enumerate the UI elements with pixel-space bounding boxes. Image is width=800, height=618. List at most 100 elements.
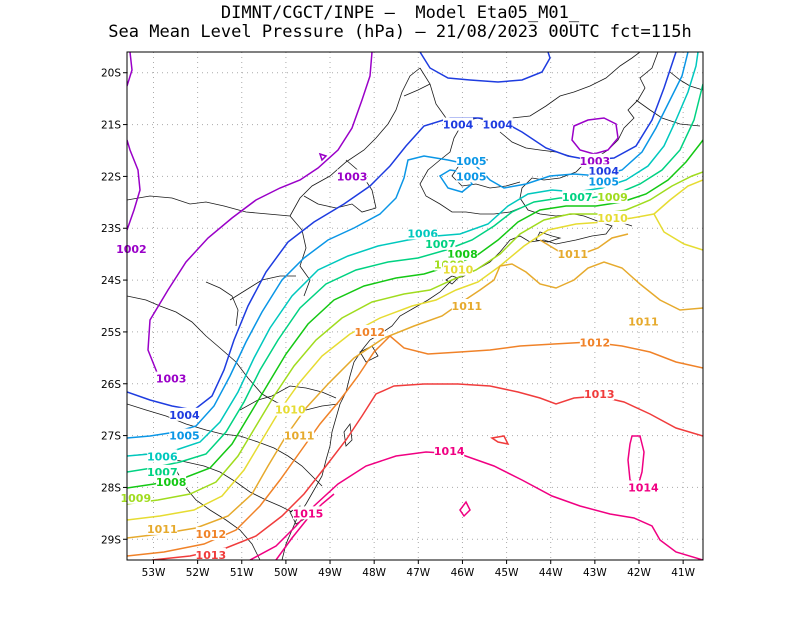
contour-label-bg	[588, 164, 619, 178]
lon-tick-label: 42W	[627, 567, 651, 579]
lon-tick-label: 45W	[495, 567, 519, 579]
lat-tick-label: 21S	[101, 120, 121, 132]
contour-label-text: 1008	[156, 476, 187, 489]
contour-label-bg	[628, 480, 659, 494]
isobar-1011	[127, 261, 703, 539]
contour-label-text: 1012	[354, 326, 385, 339]
contour-label-text: 1012	[580, 336, 611, 349]
lat-tick-label: 25S	[101, 327, 121, 339]
isobar-1010	[127, 213, 703, 521]
contour-label-bg	[195, 527, 226, 541]
contour-label-1010: 1010	[443, 262, 474, 277]
contour-label-1010: 1010	[597, 210, 628, 225]
grid-lines	[127, 52, 703, 560]
contour-label-text: 1009	[597, 191, 628, 204]
contour-label-bg	[425, 236, 456, 250]
contour-label-text: 1012	[196, 528, 227, 541]
contour-label-bg	[169, 428, 200, 442]
contour-label-bg	[443, 117, 474, 131]
title-line-2: Sea Mean Level Pressure (hPa) – 21/08/20…	[108, 22, 692, 42]
contour-label-bg	[275, 402, 306, 416]
contour-label-1004: 1004	[443, 117, 474, 132]
contour-label-text: 1005	[456, 170, 487, 183]
contour-label-1011: 1011	[452, 299, 483, 313]
contour-label-text: 1005	[588, 176, 619, 189]
lon-tick-label: 47W	[406, 567, 430, 579]
lon-tick-label: 51W	[230, 567, 254, 579]
contour-label-bg	[147, 521, 178, 535]
lon-tick-label: 46W	[451, 567, 475, 579]
contour-label-bg	[579, 335, 610, 349]
contour-label-1012: 1012	[354, 324, 385, 339]
contour-label-1014: 1014	[628, 480, 659, 494]
lon-tick-label: 41W	[671, 567, 695, 579]
contour-label-text: 1011	[557, 248, 588, 261]
contour-label-1005: 1005	[169, 428, 200, 443]
contour-label-1004: 1004	[169, 407, 200, 422]
contour-label-1009: 1009	[121, 490, 152, 505]
contour-label-1010: 1010	[275, 402, 306, 417]
contour-label-bg	[292, 506, 323, 520]
lat-tick-label: 28S	[101, 482, 121, 494]
contour-label-bg	[195, 547, 226, 561]
contour-label-1014: 1014	[434, 444, 465, 458]
contour-label-text: 1002	[116, 243, 147, 256]
contour-label-bg	[579, 153, 610, 167]
contour-label-bg	[147, 449, 178, 463]
isobar-1003-dot	[318, 152, 328, 162]
contour-label-bg	[156, 371, 187, 385]
contour-label-text: 1011	[452, 300, 483, 313]
contour-label-text: 1015	[293, 507, 324, 520]
contour-label-bg	[156, 475, 187, 489]
state-border	[127, 195, 311, 297]
contour-label-text: 1009	[121, 492, 152, 505]
isobar-1003-east	[571, 117, 619, 155]
contour-label-1002: 1002	[116, 241, 147, 256]
contour-label-text: 1007	[562, 191, 593, 204]
contour-label-1005: 1005	[456, 153, 487, 168]
contour-label-text: 1011	[284, 430, 315, 443]
page-title: DIMNT/CGCT/INPE – Model Eta05_M01_ Sea M…	[0, 4, 800, 42]
isobar-1005	[127, 52, 689, 439]
lat-tick-label: 23S	[101, 223, 121, 235]
contour-label-1009: 1009	[597, 190, 628, 204]
lat-tick-label: 22S	[101, 171, 121, 183]
lon-tick-label: 48W	[362, 567, 386, 579]
isobar-1002	[127, 139, 141, 231]
isobar-1013	[151, 383, 703, 560]
lat-tick-label: 29S	[101, 534, 121, 546]
contour-label-text: 1005	[169, 430, 200, 443]
contour-label-bg	[354, 324, 385, 338]
isobar-1006	[127, 52, 699, 457]
contour-label-1005: 1005	[456, 169, 487, 183]
contour-label-text: 1010	[275, 404, 306, 417]
isobar-1014-east	[627, 435, 645, 488]
contour-label-text: 1014	[434, 445, 465, 458]
contour-label-bg	[588, 174, 619, 188]
contour-label-bg	[169, 407, 200, 421]
contour-label-1013: 1013	[195, 547, 227, 562]
contour-label-text: 1003	[337, 170, 368, 183]
lat-tick-label: 24S	[101, 275, 121, 287]
contour-label-text: 1003	[156, 373, 187, 386]
title-line-1: DIMNT/CGCT/INPE – Model Eta05_M01_	[220, 3, 580, 23]
contour-label-bg	[597, 210, 628, 224]
contour-label-bg	[443, 262, 474, 276]
contour-label-1011: 1011	[557, 247, 588, 261]
contour-label-bg	[456, 169, 487, 183]
isobar-1014-loop	[459, 500, 471, 518]
isobar-1011-east	[539, 233, 629, 255]
lon-tick-label: 49W	[318, 567, 342, 579]
isobar-1002b	[127, 52, 133, 87]
contour-label-text: 1013	[196, 549, 227, 562]
isobar-1010-east	[653, 179, 703, 215]
isobar-1014	[249, 451, 703, 560]
contour-label-1011: 1011	[628, 314, 659, 329]
contour-label-1007: 1007	[562, 190, 593, 204]
contour-label-bg	[337, 169, 368, 183]
contour-label-bg	[284, 428, 315, 442]
isobar-1013-loop	[490, 435, 510, 446]
contour-label-text: 1005	[456, 155, 487, 168]
contour-label-text: 1011	[628, 316, 659, 329]
